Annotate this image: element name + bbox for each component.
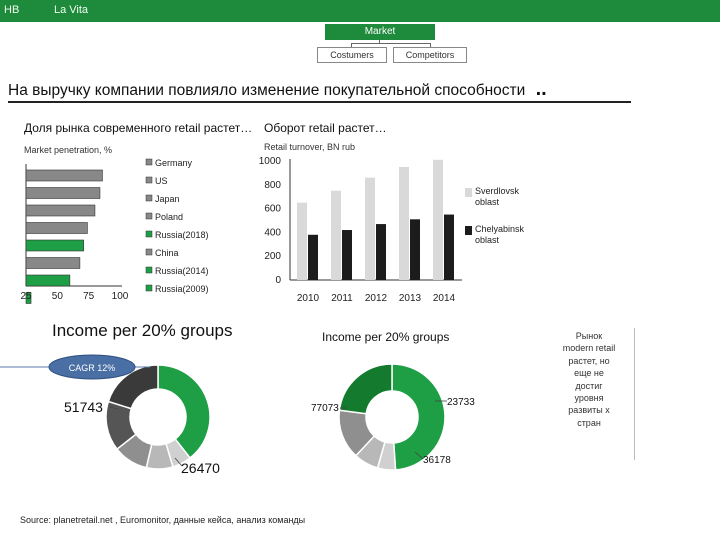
chart2-bar — [331, 190, 341, 280]
chart1-tick-label: 25 — [20, 291, 32, 302]
donut2-title: Income per 20% groups — [322, 330, 450, 344]
chart2-tick-label: 200 — [264, 251, 281, 262]
chart2-category-label: 2014 — [433, 293, 456, 304]
chart1-bar — [25, 222, 88, 234]
chart2-bar — [308, 234, 318, 280]
chart1-bar — [25, 274, 71, 287]
donut1-slice — [157, 364, 211, 460]
tree-connector — [351, 43, 352, 47]
chart1-legend-swatch — [145, 230, 153, 238]
donut1-value-label: 26470 — [181, 460, 220, 476]
source-note: Source: planetretail.net , Euromonitor, … — [20, 515, 306, 525]
chart2-bar — [342, 230, 352, 280]
chart1-bar — [25, 204, 96, 217]
tree-node-costumers[interactable]: Costumers — [317, 47, 387, 63]
donut1-value-label: 51743 — [64, 399, 103, 415]
app-title: La Vita — [54, 4, 89, 16]
chart1-category-label: Germany — [155, 158, 193, 168]
chart1-tick-label: 50 — [52, 291, 64, 302]
chart1-legend-swatch — [145, 176, 153, 184]
chart2-tick-label: 800 — [264, 180, 281, 191]
chart1-subtitle: Market penetration, % — [24, 145, 113, 155]
chart1-title: Доля рынка современного retail растет… — [24, 121, 253, 135]
chart2-legend-label: oblast — [475, 235, 500, 245]
chart2-legend-label: Sverdlovsk — [475, 186, 520, 196]
chart1-bar — [25, 239, 84, 252]
chart1-legend-swatch — [145, 248, 153, 256]
chart1-category-label: Russia(2009) — [155, 284, 209, 294]
donut1-leader — [174, 457, 183, 467]
chart2-bar — [410, 219, 420, 280]
donut2-value-label: 23733 — [447, 397, 475, 408]
donut2-value-label: 77073 — [311, 403, 339, 414]
chart1-legend-swatch — [145, 212, 153, 220]
cagr-badge — [48, 354, 136, 380]
chart2-bar — [444, 214, 454, 280]
chart2-title: Оборот retail растет… — [264, 121, 387, 135]
chart1-bar — [25, 169, 103, 182]
tree-connector — [379, 40, 380, 44]
donut2-value-label: 36178 — [423, 455, 451, 466]
chart1-category-label: US — [155, 176, 168, 186]
chart1-legend-swatch — [145, 194, 153, 202]
chart2-legend-swatch — [465, 188, 472, 197]
chart2-subtitle: Retail turnover, BN rub — [264, 142, 356, 152]
chart2-category-label: 2013 — [399, 293, 422, 304]
chart2-legend-label: oblast — [475, 197, 500, 207]
side-note: Рынок modern retail растет, но еще не до… — [562, 331, 616, 428]
headline-text: На выручку компании повлияло изменение п… — [8, 82, 526, 99]
chart2-tick-label: 0 — [275, 275, 281, 286]
chart2-bar — [365, 177, 375, 280]
chart1-legend-swatch — [145, 266, 153, 274]
chart1-category-label: Russia(2014) — [155, 266, 209, 276]
donut1-slice — [107, 364, 159, 410]
chart2-legend-swatch — [465, 226, 472, 235]
tree-connector — [351, 43, 431, 44]
chart1-category-label: Japan — [155, 194, 180, 204]
cagr-badge-label: CAGR 12% — [69, 363, 116, 373]
chart1-bar — [25, 187, 101, 199]
side-divider — [634, 328, 635, 460]
header-left-label: HB — [4, 4, 20, 16]
chart2-tick-label: 600 — [264, 204, 281, 215]
chart1-legend-swatch — [145, 158, 153, 166]
tree-connector — [430, 43, 431, 47]
chart1-legend-swatch — [145, 284, 153, 292]
chart2-category-label: 2012 — [365, 293, 388, 304]
tree-root-market[interactable]: Market — [325, 24, 435, 40]
donut2-slice — [338, 363, 393, 415]
chart1-category-label: China — [155, 248, 179, 258]
chart1-tick-label: 100 — [112, 291, 129, 302]
headline: На выручку компании повлияло изменение п… — [8, 78, 547, 101]
chart1-category-label: Russia(2018) — [155, 230, 209, 240]
chart2-category-label: 2011 — [331, 293, 353, 304]
tree-node-competitors[interactable]: Competitors — [393, 47, 467, 63]
donut1-leader — [109, 406, 119, 410]
chart2-category-label: 2010 — [297, 293, 320, 304]
headline-dots: .. — [535, 78, 547, 100]
chart1-bar — [25, 257, 81, 269]
headline-rule — [8, 101, 631, 103]
chart2-bar — [297, 202, 307, 280]
chart1-category-label: Poland — [155, 212, 183, 222]
chart2-legend-label: Chelyabinsk — [475, 224, 525, 234]
chart2-bar — [376, 224, 386, 280]
donut1-title: Income per 20% groups — [52, 321, 233, 340]
chart2-tick-label: 1000 — [259, 156, 282, 167]
chart1-bar — [25, 292, 32, 304]
chart2-bar — [433, 159, 443, 280]
top-bar: HB La Vita — [0, 0, 720, 22]
donut2-slice — [391, 363, 446, 471]
donut2-leader — [414, 451, 424, 460]
chart2-tick-label: 400 — [264, 227, 281, 238]
chart2-bar — [399, 166, 409, 280]
chart1-tick-label: 75 — [83, 291, 95, 302]
